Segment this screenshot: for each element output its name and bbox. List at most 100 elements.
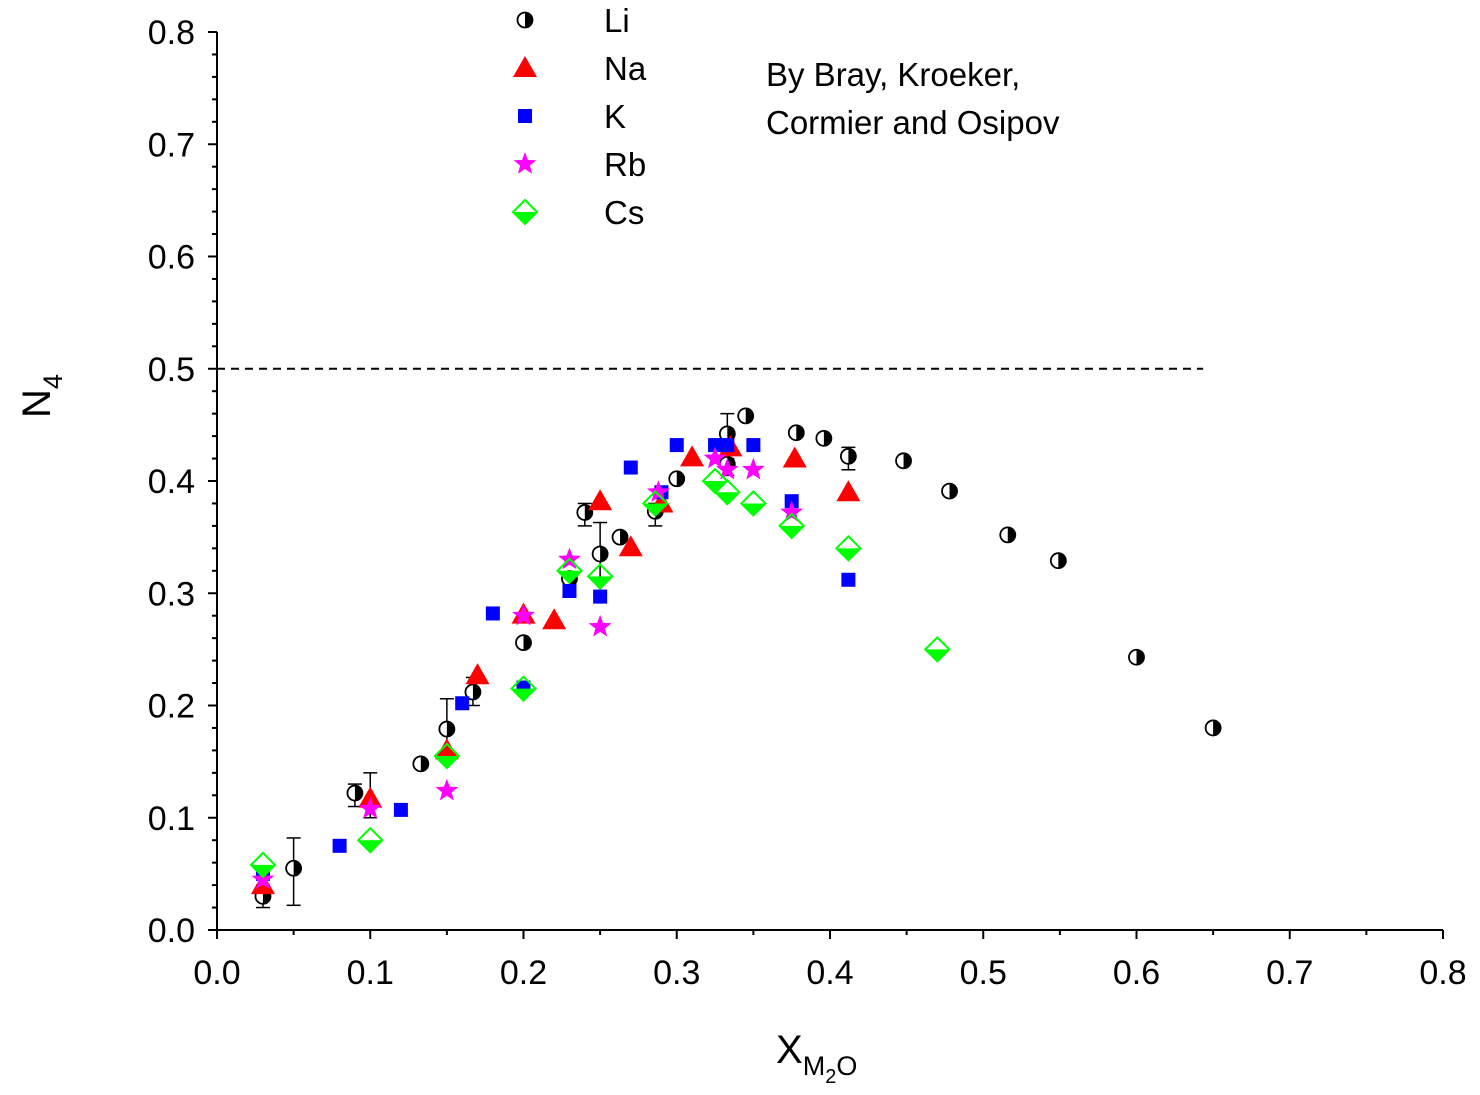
error-bars xyxy=(255,412,856,909)
legend-item-k: K xyxy=(518,98,626,135)
data-point-li xyxy=(1204,719,1222,737)
legend-marker-na xyxy=(513,56,537,77)
x-tick-label: 0.0 xyxy=(193,954,240,992)
y-tick-label: 0.0 xyxy=(148,912,195,950)
y-tick-label: 0.6 xyxy=(148,239,195,277)
data-point-rb xyxy=(742,457,765,480)
y-tick-label: 0.4 xyxy=(148,463,195,501)
data-point-cs xyxy=(739,490,767,517)
data-point-k xyxy=(455,696,470,711)
x-axis-title-sub-m: M xyxy=(803,1051,826,1081)
x-axis-title-main: X xyxy=(776,1028,803,1072)
data-point-k xyxy=(562,584,577,599)
series-na xyxy=(250,435,861,895)
data-point-cs xyxy=(356,826,384,854)
y-tick-label: 0.5 xyxy=(148,351,195,389)
data-point-li xyxy=(668,470,686,488)
data-point-li xyxy=(464,683,482,701)
data-point-k xyxy=(593,589,608,604)
x-tick-label: 0.3 xyxy=(653,954,700,992)
y-tick-label: 0.8 xyxy=(148,14,195,52)
legend: Li Na K Rb Cs xyxy=(511,2,647,231)
x-tick-label: 0.4 xyxy=(806,954,853,992)
data-point-li xyxy=(815,429,833,447)
data-point-cs xyxy=(923,635,951,663)
legend-label-rb: Rb xyxy=(604,146,646,183)
data-point-li xyxy=(1049,552,1067,570)
data-point-cs xyxy=(433,742,461,770)
data-point-li xyxy=(346,784,364,802)
series-cs xyxy=(249,467,951,879)
data-point-na xyxy=(782,446,807,468)
legend-label-cs: Cs xyxy=(604,194,644,231)
series-li xyxy=(254,407,1222,905)
data-point-cs xyxy=(778,512,806,540)
data-point-k xyxy=(841,572,856,587)
data-point-li xyxy=(787,424,805,442)
data-point-li xyxy=(611,528,629,546)
data-point-k xyxy=(746,438,761,453)
data-point-rb xyxy=(780,500,804,523)
data-point-li xyxy=(895,452,912,470)
legend-marker-cs xyxy=(511,198,539,226)
legend-label-li: Li xyxy=(604,2,630,39)
data-point-rb xyxy=(435,778,459,801)
data-point-cs xyxy=(556,557,583,585)
annotation-line-2: Cormier and Osipov xyxy=(766,104,1060,141)
legend-item-li: Li xyxy=(516,2,630,39)
x-tick-label: 0.6 xyxy=(1113,954,1160,992)
legend-item-rb: Rb xyxy=(513,146,646,183)
data-point-na xyxy=(836,480,861,502)
data-points xyxy=(249,407,1222,905)
x-tick-label: 0.1 xyxy=(347,954,394,992)
data-point-li xyxy=(737,407,755,425)
legend-item-na: Na xyxy=(513,50,647,87)
data-point-k xyxy=(485,606,500,621)
x-tick-label: 0.8 xyxy=(1419,954,1466,992)
data-point-na xyxy=(680,445,705,467)
data-point-rb xyxy=(358,796,382,819)
y-axis-title: N4 xyxy=(15,374,68,418)
data-point-k xyxy=(393,802,408,817)
x-axis-title: XM2O xyxy=(776,1028,857,1088)
y-tick-label: 0.2 xyxy=(148,688,195,726)
data-point-li xyxy=(999,526,1017,544)
data-point-li xyxy=(285,859,303,877)
axes: 0.0 0.1 0.2 0.3 0.4 0.5 0.6 0.7 0.8 0.0 0.1 0.2 0.3 0… xyxy=(148,14,1467,992)
data-point-na xyxy=(434,738,459,760)
x-tick-label: 0.5 xyxy=(960,954,1007,992)
data-point-rb xyxy=(703,446,727,469)
data-point-li xyxy=(1128,648,1145,666)
data-point-rb xyxy=(715,457,739,480)
data-point-li xyxy=(591,545,609,563)
y-tick-label: 0.1 xyxy=(148,800,195,838)
data-point-k xyxy=(708,438,723,453)
data-point-cs xyxy=(249,851,277,879)
data-point-cs xyxy=(510,675,537,703)
x-tick-label: 0.2 xyxy=(500,954,547,992)
data-point-rb xyxy=(646,480,670,502)
legend-item-cs: Cs xyxy=(511,194,644,231)
data-point-k xyxy=(720,438,735,453)
y-axis-title-sub: 4 xyxy=(38,374,68,389)
x-axis-title-sub-o: O xyxy=(836,1051,857,1081)
legend-marker-li xyxy=(516,11,534,29)
data-point-k xyxy=(623,460,638,475)
data-point-cs xyxy=(713,478,741,506)
data-point-k xyxy=(332,838,347,853)
x-tick-label: 0.7 xyxy=(1266,954,1313,992)
y-tick-label: 0.7 xyxy=(148,126,195,164)
legend-label-na: Na xyxy=(604,50,647,87)
data-point-li xyxy=(438,720,456,738)
series-rb xyxy=(251,446,804,890)
data-point-na xyxy=(542,608,567,630)
y-axis-title-main: N xyxy=(15,389,59,418)
data-point-rb xyxy=(251,867,275,890)
legend-marker-k xyxy=(518,109,532,123)
data-point-na xyxy=(465,663,490,685)
data-point-li xyxy=(839,447,857,465)
data-point-li xyxy=(412,755,430,773)
legend-marker-rb xyxy=(513,152,537,174)
data-point-li xyxy=(515,634,532,652)
